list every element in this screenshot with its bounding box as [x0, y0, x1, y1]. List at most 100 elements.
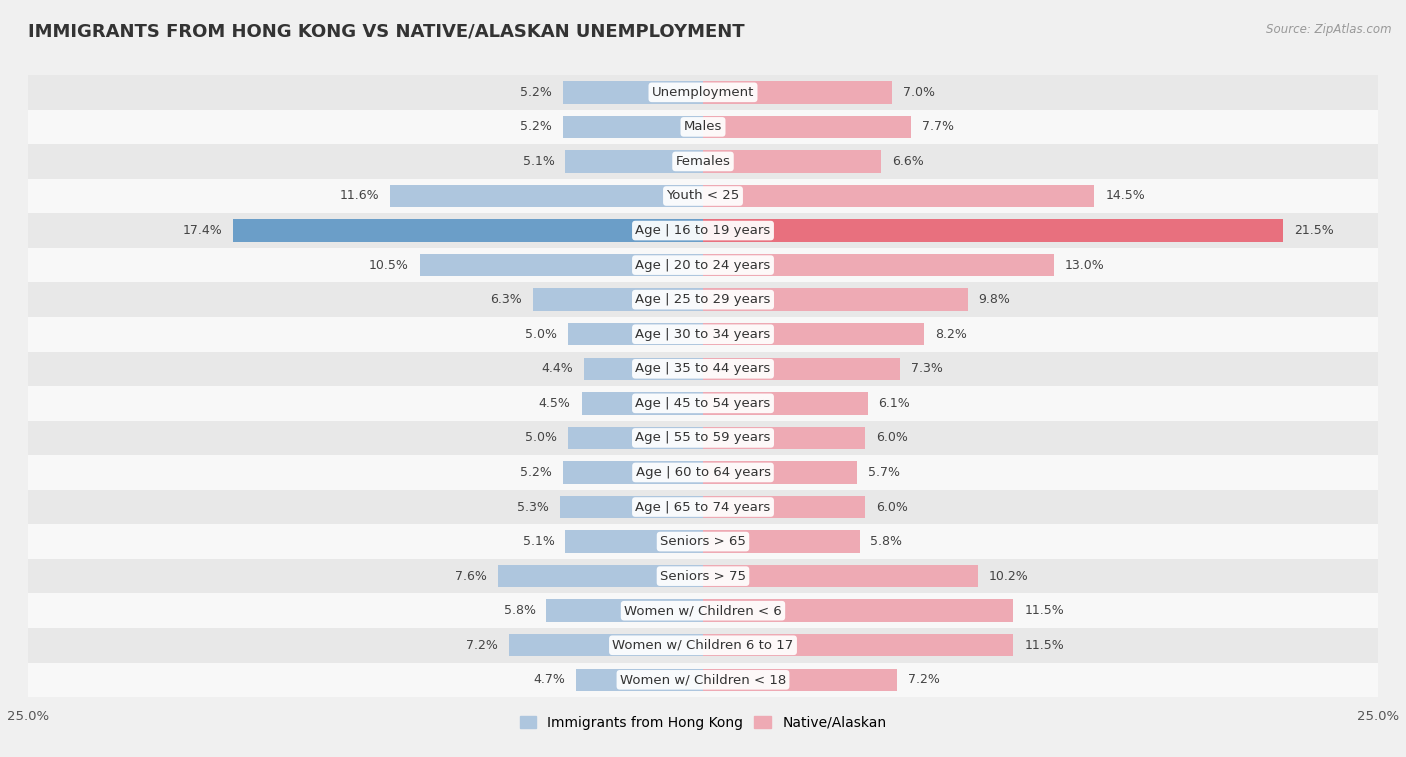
Text: 4.7%: 4.7% [533, 673, 565, 687]
Text: 7.7%: 7.7% [922, 120, 953, 133]
Bar [703, 357, 900, 380]
Text: Age | 65 to 74 years: Age | 65 to 74 years [636, 500, 770, 513]
Bar [562, 116, 703, 138]
Bar [703, 254, 1054, 276]
Bar [28, 179, 1378, 213]
Text: 11.5%: 11.5% [1024, 639, 1064, 652]
Text: 14.5%: 14.5% [1105, 189, 1144, 202]
Bar [28, 628, 1378, 662]
Text: 7.3%: 7.3% [911, 363, 943, 375]
Text: Age | 16 to 19 years: Age | 16 to 19 years [636, 224, 770, 237]
Bar [28, 282, 1378, 317]
Bar [585, 357, 703, 380]
Text: 6.1%: 6.1% [879, 397, 910, 410]
Bar [703, 185, 1094, 207]
Text: 10.2%: 10.2% [990, 570, 1029, 583]
Bar [703, 427, 865, 449]
Text: 5.0%: 5.0% [526, 431, 557, 444]
Bar [565, 150, 703, 173]
Text: 4.5%: 4.5% [538, 397, 571, 410]
Text: 10.5%: 10.5% [368, 259, 409, 272]
Bar [703, 392, 868, 415]
Text: 21.5%: 21.5% [1294, 224, 1334, 237]
Text: 11.5%: 11.5% [1024, 604, 1064, 617]
Bar [547, 600, 703, 622]
Text: 6.0%: 6.0% [876, 431, 908, 444]
Bar [568, 323, 703, 345]
Text: Women w/ Children 6 to 17: Women w/ Children 6 to 17 [613, 639, 793, 652]
Text: Seniors > 65: Seniors > 65 [659, 535, 747, 548]
Bar [703, 668, 897, 691]
Bar [703, 531, 859, 553]
Bar [703, 600, 1014, 622]
Bar [28, 455, 1378, 490]
Bar [703, 81, 891, 104]
Text: 5.2%: 5.2% [520, 120, 551, 133]
Text: 6.0%: 6.0% [876, 500, 908, 513]
Text: 6.6%: 6.6% [891, 155, 924, 168]
Bar [703, 288, 967, 311]
Bar [703, 496, 865, 519]
Text: 4.4%: 4.4% [541, 363, 574, 375]
Text: Age | 35 to 44 years: Age | 35 to 44 years [636, 363, 770, 375]
Bar [28, 75, 1378, 110]
Bar [28, 525, 1378, 559]
Text: 5.1%: 5.1% [523, 535, 554, 548]
Bar [28, 490, 1378, 525]
Text: Unemployment: Unemployment [652, 86, 754, 99]
Bar [582, 392, 703, 415]
Bar [533, 288, 703, 311]
Text: 7.2%: 7.2% [908, 673, 941, 687]
Bar [703, 116, 911, 138]
Text: Seniors > 75: Seniors > 75 [659, 570, 747, 583]
Text: Women w/ Children < 18: Women w/ Children < 18 [620, 673, 786, 687]
Text: 5.7%: 5.7% [868, 466, 900, 479]
Bar [28, 110, 1378, 144]
Text: Females: Females [675, 155, 731, 168]
Text: 7.2%: 7.2% [465, 639, 498, 652]
Text: Age | 60 to 64 years: Age | 60 to 64 years [636, 466, 770, 479]
Bar [562, 81, 703, 104]
Bar [703, 461, 856, 484]
Text: 5.8%: 5.8% [503, 604, 536, 617]
Bar [28, 421, 1378, 455]
Text: Age | 25 to 29 years: Age | 25 to 29 years [636, 293, 770, 306]
Bar [576, 668, 703, 691]
Bar [389, 185, 703, 207]
Bar [703, 634, 1014, 656]
Text: Age | 45 to 54 years: Age | 45 to 54 years [636, 397, 770, 410]
Text: 6.3%: 6.3% [491, 293, 522, 306]
Text: 5.0%: 5.0% [526, 328, 557, 341]
Text: 5.2%: 5.2% [520, 466, 551, 479]
Text: 8.2%: 8.2% [935, 328, 967, 341]
Text: 17.4%: 17.4% [183, 224, 222, 237]
Bar [565, 531, 703, 553]
Text: Women w/ Children < 6: Women w/ Children < 6 [624, 604, 782, 617]
Text: 5.1%: 5.1% [523, 155, 554, 168]
Bar [568, 427, 703, 449]
Bar [498, 565, 703, 587]
Text: 11.6%: 11.6% [339, 189, 380, 202]
Text: 13.0%: 13.0% [1064, 259, 1105, 272]
Text: 9.8%: 9.8% [979, 293, 1011, 306]
Text: Age | 55 to 59 years: Age | 55 to 59 years [636, 431, 770, 444]
Bar [703, 323, 924, 345]
Text: 7.6%: 7.6% [456, 570, 486, 583]
Bar [28, 351, 1378, 386]
Bar [509, 634, 703, 656]
Legend: Immigrants from Hong Kong, Native/Alaskan: Immigrants from Hong Kong, Native/Alaska… [515, 710, 891, 735]
Bar [703, 565, 979, 587]
Bar [28, 248, 1378, 282]
Bar [703, 150, 882, 173]
Text: Age | 30 to 34 years: Age | 30 to 34 years [636, 328, 770, 341]
Bar [560, 496, 703, 519]
Bar [562, 461, 703, 484]
Bar [703, 220, 1284, 241]
Bar [28, 317, 1378, 351]
Bar [233, 220, 703, 241]
Text: 5.3%: 5.3% [517, 500, 550, 513]
Bar [28, 386, 1378, 421]
Bar [28, 213, 1378, 248]
Text: IMMIGRANTS FROM HONG KONG VS NATIVE/ALASKAN UNEMPLOYMENT: IMMIGRANTS FROM HONG KONG VS NATIVE/ALAS… [28, 23, 745, 41]
Bar [28, 662, 1378, 697]
